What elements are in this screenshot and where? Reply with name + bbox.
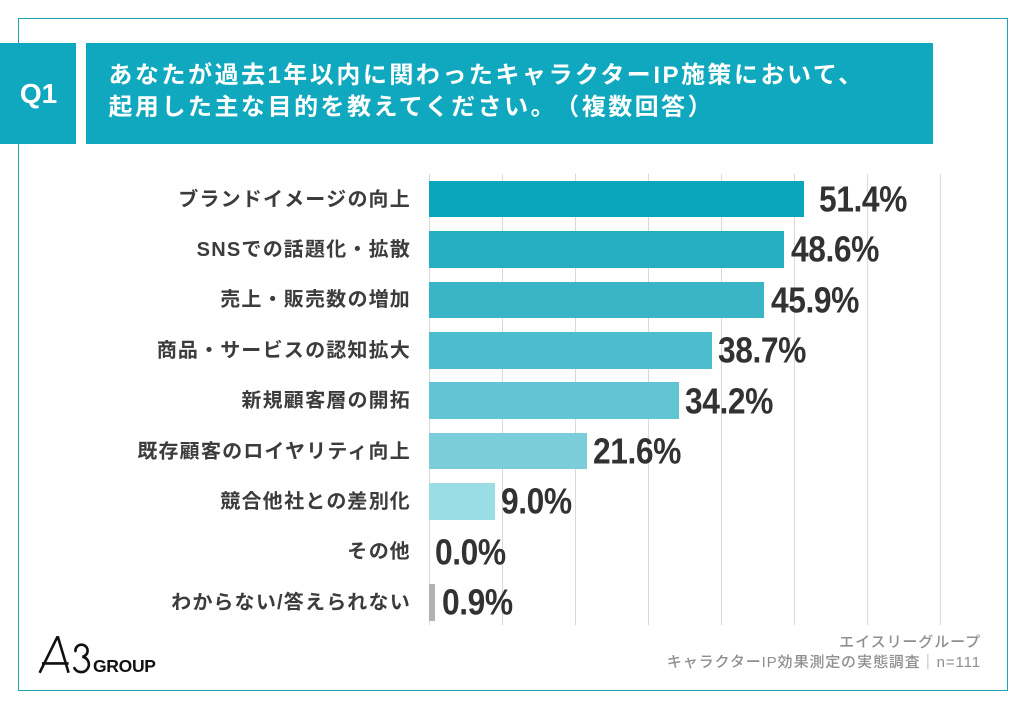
svg-text:GROUP: GROUP — [93, 656, 156, 676]
